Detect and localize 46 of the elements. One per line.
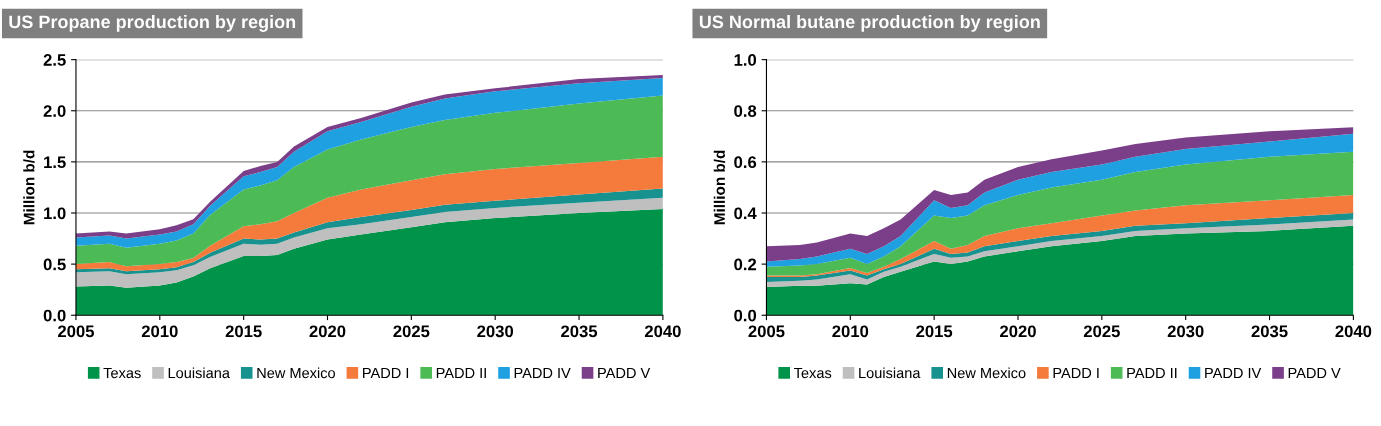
y-tick-label: 2.0 [43,105,66,117]
y-tick-label: 0.8 [734,105,757,117]
legend-label: Louisiana [168,367,230,379]
y-tick-label: 0.0 [734,309,757,322]
y-tick-label: 1.0 [44,207,66,220]
x-tick-label: 2020 [309,325,346,338]
legend-label: PADD I [363,367,409,379]
y-tick-label: 1.0 [734,54,757,66]
x-tick-label: 2025 [393,325,430,338]
legend-label: PADD II [436,367,486,379]
y-axis-title: Million b/d [23,150,35,225]
x-tick-label: 2005 [58,325,95,338]
y-tick-label: 0.5 [43,258,66,271]
x-tick-label: 2030 [1167,325,1204,338]
x-tick-label: 2025 [1083,325,1120,338]
y-tick-label: 0.4 [734,207,757,220]
legend-label: New Mexico [257,367,335,379]
x-tick-label: 2010 [832,325,869,338]
y-tick-label: 0.2 [734,258,757,271]
y-tick-label: 0.0 [43,309,66,322]
chart-title: US Propane production by region [9,14,296,32]
x-tick-label: 2035 [561,325,598,338]
x-tick-label: 2040 [1335,325,1372,338]
x-tick-label: 2020 [1000,325,1036,338]
legend-label: PADD IV [1205,367,1262,379]
legend-label: Texas [103,367,141,379]
y-tick-label: 0.6 [734,156,757,169]
x-tick-label: 2035 [1251,325,1288,338]
legend-label: Louisiana [859,367,921,379]
legend-label: PADD II [1127,367,1177,379]
x-tick-label: 2040 [644,325,681,338]
legend-label: PADD V [1288,367,1341,379]
chart-title: US Normal butane production by region [699,14,1040,32]
y-axis-title: Million b/d [713,150,726,225]
legend-label: Texas [794,367,832,379]
legend-label: PADD IV [514,367,571,379]
x-tick-label: 2005 [748,325,785,338]
x-tick-label: 2010 [141,325,178,338]
legend-label: PADD I [1053,367,1099,379]
y-tick-label: 1.5 [44,156,66,169]
y-tick-label: 2.5 [43,54,66,66]
legend-label: PADD V [598,367,651,379]
x-tick-label: 2015 [916,325,953,338]
x-tick-label: 2015 [225,325,262,338]
x-tick-label: 2030 [477,325,514,338]
legend-label: New Mexico [947,367,1026,379]
